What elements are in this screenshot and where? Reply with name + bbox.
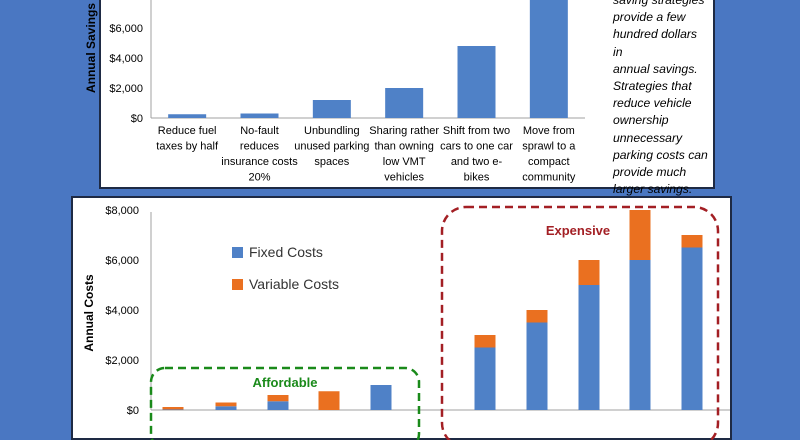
savings-bar (168, 114, 207, 118)
expensive-group-label: Expensive (546, 223, 610, 238)
y-tick-label: $0 (127, 405, 139, 417)
fixed-cost-bar (629, 260, 651, 410)
legend-label-variable: Variable Costs (249, 276, 339, 292)
note-line: provide a few (613, 10, 686, 25)
fixed-cost-bar (370, 385, 392, 410)
costs-chart: $0 $2,000 $4,000 $6,000 $8,000 Annual Costs Af… (82, 205, 730, 440)
note-line: provide much (613, 165, 687, 180)
savings-note: saving strategies provide a few hundred … (613, 0, 709, 198)
savings-chart: $0 $2,000 $4,000 $6,000 Annual Savings Reduce… (84, 0, 585, 184)
savings-bar (312, 100, 351, 118)
savings-bar (385, 88, 424, 118)
y-axis-label: Annual Costs (82, 274, 96, 352)
category-label: Move from sprawl to a compact community (522, 125, 576, 184)
note-line: larger savings. (613, 182, 693, 197)
y-tick-label: $4,000 (105, 305, 139, 317)
variable-cost-bar (162, 407, 184, 410)
y-tick-label: $8,000 (105, 205, 139, 217)
variable-cost-bar (526, 310, 548, 323)
note-line: hundred dollars in (613, 27, 698, 59)
y-tick-label: $6,000 (109, 23, 143, 35)
y-tick-label: $2,000 (109, 83, 143, 95)
category-label: No-fault reduces insurance costs 20% (221, 125, 298, 184)
legend-swatch-variable (232, 279, 243, 290)
variable-cost-bar (681, 235, 703, 248)
variable-cost-bar (215, 402, 237, 407)
legend-label-fixed: Fixed Costs (249, 244, 323, 260)
y-tick-label: $6,000 (105, 255, 139, 267)
variable-cost-bar (474, 335, 496, 348)
fixed-cost-bar (162, 409, 184, 410)
category-label: Shift from two cars to one car and two e-b… (440, 125, 513, 184)
y-tick-label: $2,000 (105, 355, 139, 367)
category-label: Reduce fuel taxes by half (156, 125, 219, 153)
y-tick-label: $4,000 (109, 53, 143, 65)
note-line: unnecessary (613, 130, 683, 145)
fixed-cost-bar (474, 347, 496, 410)
affordable-group-label: Affordable (253, 375, 318, 390)
savings-chart-panel: $0 $2,000 $4,000 $6,000 Annual Savings Reduce… (84, 0, 715, 196)
fixed-cost-bar (267, 401, 289, 410)
costs-chart-panel: $0 $2,000 $4,000 $6,000 $8,000 Annual Costs Af… (71, 196, 732, 440)
affordable-group-box (149, 366, 421, 440)
fixed-cost-bar (578, 285, 600, 410)
legend-swatch-fixed (232, 247, 243, 258)
note-line: parking costs can (613, 147, 708, 162)
variable-cost-bar (578, 260, 600, 285)
category-label: Sharing rather than owning low VMT vehicles (369, 125, 439, 184)
variable-cost-bar (318, 391, 340, 410)
note-line: saving strategies (613, 0, 705, 7)
note-line: reduce vehicle (613, 96, 692, 111)
fixed-cost-bar (681, 247, 703, 410)
savings-bar (457, 46, 496, 118)
y-axis-label: Annual Savings (84, 3, 98, 93)
note-line: ownership (613, 113, 669, 128)
fixed-cost-bar (526, 322, 548, 410)
fixed-cost-bar (215, 406, 237, 410)
savings-bar (529, 0, 568, 118)
variable-cost-bar (629, 210, 651, 260)
variable-cost-bar (267, 395, 289, 402)
note-line: Strategies that (613, 79, 692, 94)
note-line: annual savings. (613, 61, 698, 76)
category-label: Unbundling unused parking spaces (294, 125, 369, 168)
y-tick-label: $0 (131, 113, 143, 125)
savings-bar (240, 113, 279, 118)
